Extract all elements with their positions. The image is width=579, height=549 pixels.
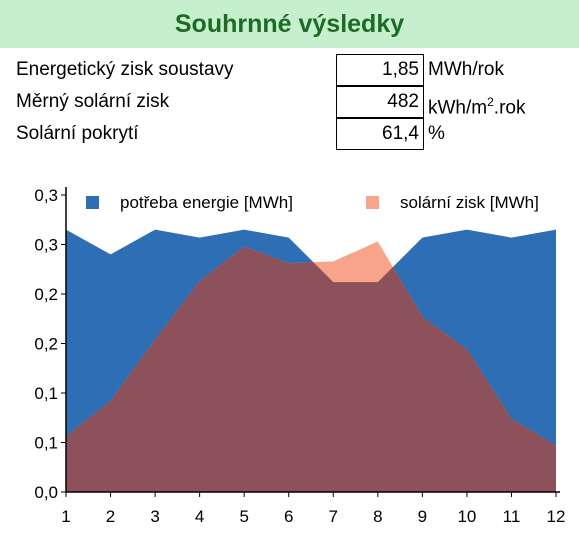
specific-gain-label: Měrný solární zisk	[16, 91, 170, 112]
legend-swatch-solar	[366, 196, 379, 209]
energy-gain-value: 1,85	[382, 59, 419, 80]
y-tick-label: 0,2	[34, 335, 58, 354]
coverage-label: Solární pokrytí	[16, 123, 139, 144]
specific-gain-unit-tail: .rok	[493, 97, 526, 119]
y-tick-label: 0,1	[34, 434, 58, 453]
specific-gain-value: 482	[387, 91, 419, 112]
legend-label-demand: potřeba energie [MWh]	[120, 193, 293, 212]
page-title: Souhrnné výsledky	[174, 10, 405, 38]
energy-gain-box: 1,85	[336, 54, 424, 86]
x-tick-label: 5	[239, 507, 248, 526]
coverage-value: 61,4	[382, 123, 419, 144]
coverage-box: 61,4	[336, 118, 424, 150]
x-tick-label: 10	[457, 507, 476, 526]
specific-gain-box: 482	[336, 86, 424, 118]
x-tick-label: 12	[547, 507, 566, 526]
specific-gain-unit-sup: 2	[487, 95, 494, 109]
x-tick-label: 11	[503, 507, 521, 526]
x-tick-label: 2	[106, 507, 115, 526]
x-tick-label: 9	[418, 507, 427, 526]
x-tick-label: 7	[329, 507, 338, 526]
y-tick-label: 0,1	[34, 384, 58, 403]
specific-gain-unit-main: kWh/m	[428, 97, 488, 119]
legend-label-solar: solární zisk [MWh]	[400, 193, 539, 212]
results-header: Souhrnné výsledky	[0, 0, 579, 48]
y-tick-label: 0,3	[34, 186, 58, 205]
x-tick-label: 3	[150, 507, 159, 526]
x-tick-label: 8	[373, 507, 382, 526]
legend-swatch-demand	[86, 196, 99, 209]
y-tick-label: 0,0	[34, 483, 58, 502]
x-tick-label: 4	[195, 507, 204, 526]
specific-gain-unit: kWh/m2.rok	[428, 86, 525, 118]
energy-gain-label: Energetický zisk soustavy	[16, 59, 234, 80]
coverage-unit: %	[428, 123, 445, 144]
x-tick-label: 6	[284, 507, 293, 526]
x-tick-label: 1	[61, 507, 70, 526]
overlap-area	[66, 241, 556, 492]
y-tick-label: 0,2	[34, 285, 58, 304]
y-tick-label: 0,3	[34, 236, 58, 255]
monthly-energy-chart: 0,00,10,10,20,20,30,31 2 3 4 5 6 7 8 9 10 11 12potř…	[34, 186, 566, 526]
energy-gain-unit: MWh/rok	[428, 59, 504, 80]
